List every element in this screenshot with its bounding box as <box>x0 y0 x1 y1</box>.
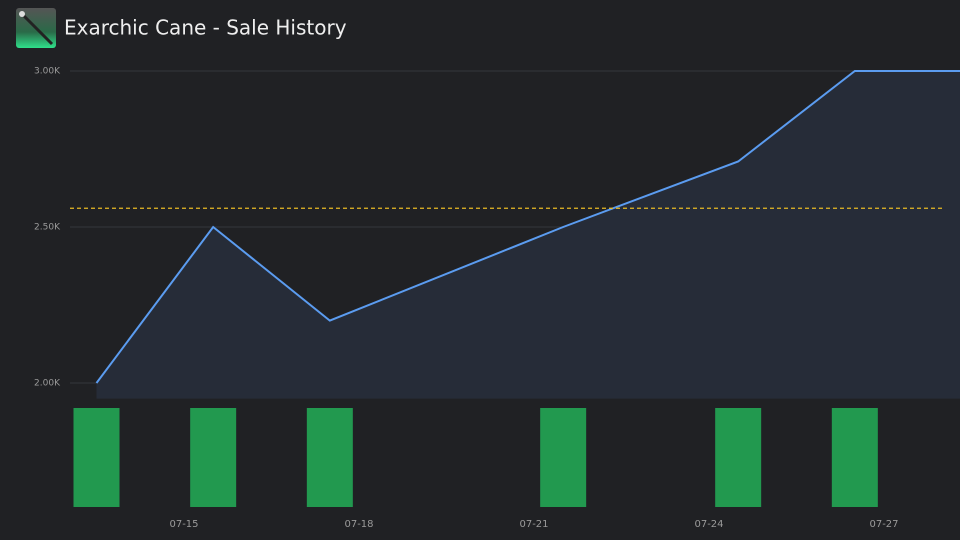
volume-bar <box>715 408 762 507</box>
x-tick-label: 07-24 <box>694 519 723 530</box>
x-tick-label: 07-21 <box>519 519 548 530</box>
y-tick-label: 2.00K <box>34 379 61 389</box>
x-tick-label: 07-15 <box>169 519 198 530</box>
y-tick-label: 2.50K <box>34 223 61 233</box>
price-area <box>96 71 960 399</box>
item-icon <box>16 8 56 48</box>
volume-bar <box>190 408 237 507</box>
page-title: Exarchic Cane - Sale History <box>64 16 347 40</box>
volume-bar <box>73 408 120 507</box>
y-tick-label: 3.00K <box>34 67 61 77</box>
volume-bar <box>306 408 353 507</box>
x-tick-label: 07-18 <box>344 519 373 530</box>
price-line <box>95 70 960 384</box>
volume-bar <box>540 408 587 507</box>
x-tick-label: 07-27 <box>869 519 898 530</box>
volume-bar <box>831 408 878 507</box>
